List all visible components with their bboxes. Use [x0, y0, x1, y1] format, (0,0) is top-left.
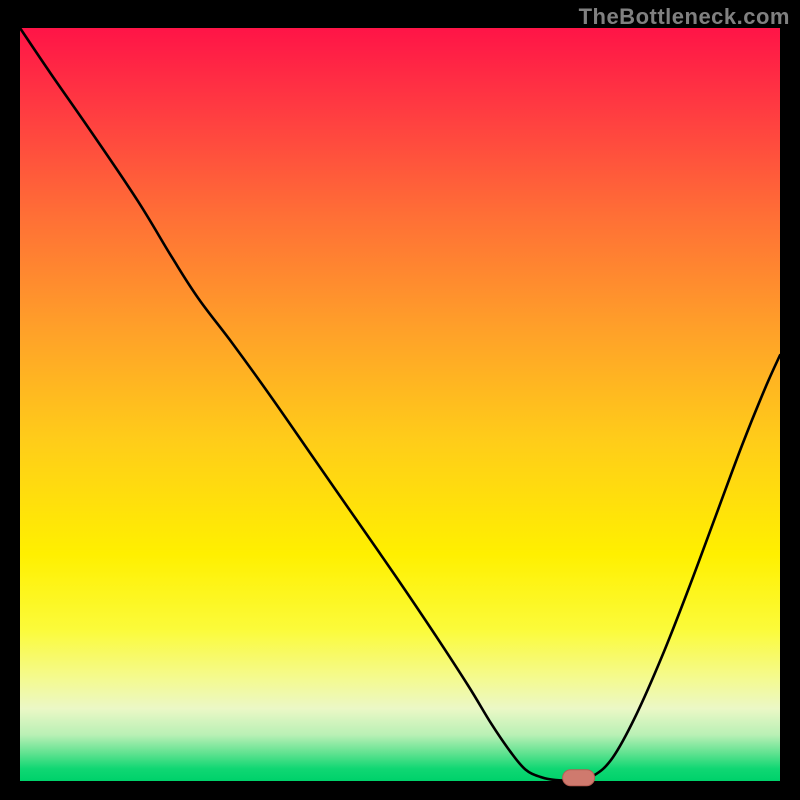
- chart-frame: { "meta": { "source_watermark": "TheBott…: [0, 0, 800, 800]
- optimal-marker-icon: [563, 770, 595, 786]
- watermark-text: TheBottleneck.com: [579, 4, 790, 30]
- gradient-plot-area: [20, 28, 780, 780]
- gradient-curve-chart: [0, 0, 800, 800]
